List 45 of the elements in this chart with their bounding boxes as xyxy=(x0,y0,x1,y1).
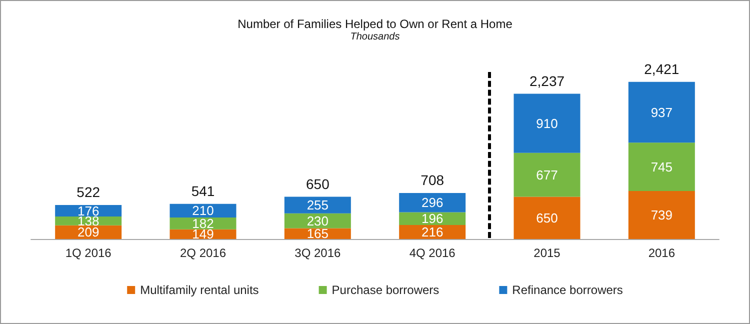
data-label: 196 xyxy=(421,211,444,226)
bar xyxy=(55,205,122,216)
data-label: 937 xyxy=(650,104,673,120)
bar xyxy=(628,191,695,239)
x-tick-label: 4Q 2016 xyxy=(409,246,456,260)
data-label: 210 xyxy=(192,203,214,218)
total-label: 708 xyxy=(420,172,444,188)
bar xyxy=(514,196,580,239)
legend-label: Refinance borrowers xyxy=(512,283,623,297)
total-label: 650 xyxy=(306,176,330,192)
data-label: 255 xyxy=(306,198,329,213)
total-label: 2,237 xyxy=(529,72,565,89)
bar xyxy=(399,193,466,212)
total-label: 2,421 xyxy=(644,60,680,77)
data-label: 209 xyxy=(77,224,100,240)
x-tick-label: 2Q 2016 xyxy=(180,246,226,260)
data-label: 650 xyxy=(536,210,558,226)
data-label: 216 xyxy=(421,224,444,240)
bar xyxy=(628,142,695,192)
data-label: 677 xyxy=(536,167,558,182)
bar xyxy=(170,218,236,230)
data-label: 745 xyxy=(650,159,673,174)
bar xyxy=(284,213,351,228)
bar xyxy=(514,152,580,197)
total-label: 541 xyxy=(191,182,215,199)
data-label: 230 xyxy=(306,213,329,228)
total-label: 522 xyxy=(76,184,100,200)
chart-subtitle: Thousands xyxy=(350,32,400,42)
x-tick-label: 2015 xyxy=(534,246,561,260)
data-label: 739 xyxy=(650,208,673,223)
data-label: 910 xyxy=(536,116,558,131)
bar xyxy=(170,204,236,218)
bar xyxy=(514,94,580,153)
data-label: 182 xyxy=(192,216,214,231)
legend-label: Purchase borrowers xyxy=(332,283,440,297)
x-tick-label: 1Q 2016 xyxy=(65,246,112,260)
legend-label: Multifamily rental units xyxy=(140,283,259,297)
bar xyxy=(628,82,695,143)
bar xyxy=(399,224,466,239)
chart-title: Number of Families Helped to Own or Rent a Home xyxy=(238,17,513,31)
x-tick-label: 2016 xyxy=(648,246,676,260)
data-label: 165 xyxy=(306,226,329,242)
bar xyxy=(284,196,351,214)
data-label: 296 xyxy=(421,195,444,210)
x-tick-label: 3Q 2016 xyxy=(294,246,342,260)
